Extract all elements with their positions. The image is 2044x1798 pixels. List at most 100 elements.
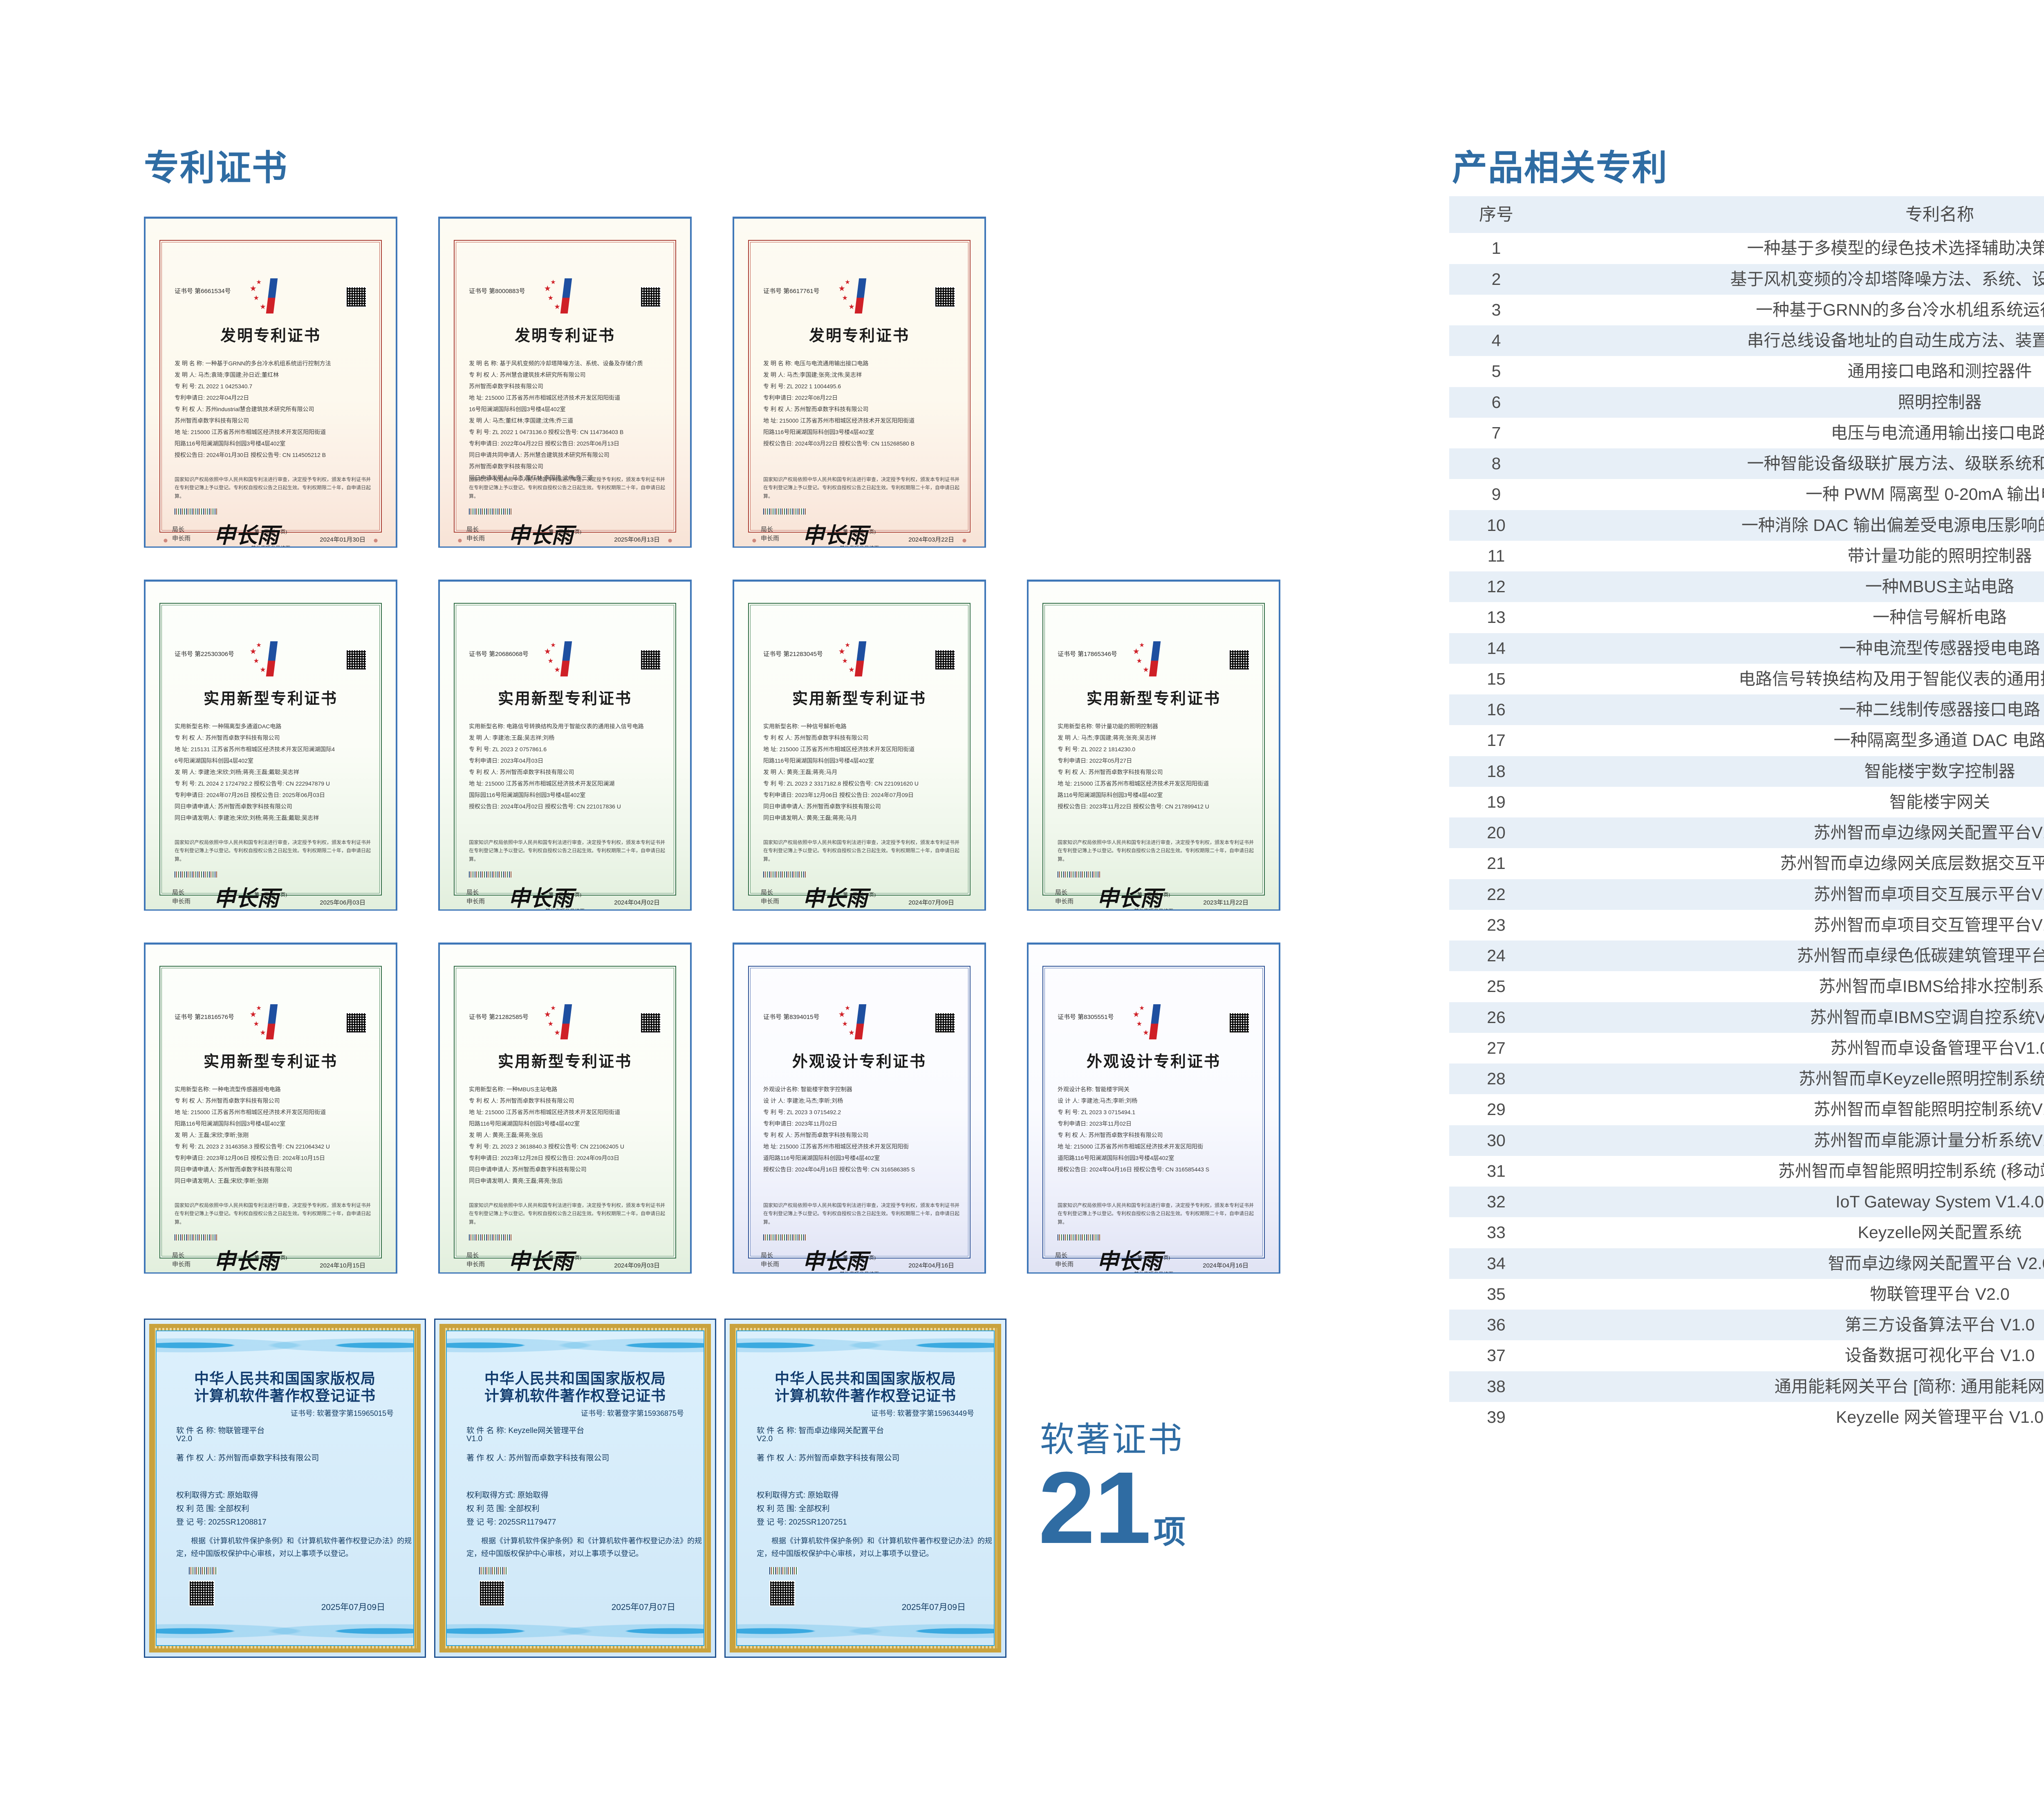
cell-patent-name: 苏州智而卓智能照明控制系统 (移动端) V1.0 xyxy=(1778,1161,2044,1180)
certificate-date: 2024年03月22日 xyxy=(908,536,954,543)
certificate-field: 发 明 人: 李建池;王磊;吴志祥;刘杨 xyxy=(469,734,555,741)
cell-patent-name: 一种二线制传感器接口电路 xyxy=(1839,700,2040,719)
cell-patent-no: 29 xyxy=(1487,1100,1506,1119)
qr-code-icon xyxy=(1229,1012,1250,1033)
cnipa-emblem-icon: ★ ★ ★ ★ xyxy=(836,277,881,315)
certificate-card-software: 中华人民共和国国家版权局 计算机软件著作权登记证书 证书号: 软著登字第159650… xyxy=(144,1319,426,1658)
certificate-field: 授权公告日: 2024年04月16日 授权公告号: CN 316585443 S xyxy=(1058,1166,1210,1173)
certificate-legal-note: 国家知识产权局依照中华人民共和国专利法进行审查，决定授予专利权，颁发本专利证书并… xyxy=(469,840,666,862)
certificate-number: 证书号 第6661534号 xyxy=(175,288,231,295)
cell-patent-name: 智能楼宇网关 xyxy=(1889,792,1990,811)
certificate-field: 阳路116号阳澜湖国际科创园3号楼4层402室 xyxy=(763,757,874,764)
signature-name: 申长雨 xyxy=(172,535,191,542)
certificate-field: 阳路116号阳澜湖国际科创园3号楼4层402室 xyxy=(175,440,286,447)
certificate-field: 外观设计名称: 智能楼宇网关 xyxy=(1058,1086,1130,1093)
table-row: 19智能楼宇网关外观 xyxy=(1449,786,2044,818)
cell-patent-no: 27 xyxy=(1487,1038,1506,1057)
certificate-field: 发 明 人: 王磊;宋欣;李昕;张刚 xyxy=(175,1132,249,1138)
certificate-number: 证书号 第8394015号 xyxy=(763,1014,820,1021)
certificate-field: 专利申请日: 2023年12月06日 授权公告日: 2024年07月09日 xyxy=(763,792,914,798)
cell-patent-no: 14 xyxy=(1487,638,1506,658)
certificate-field: 设 计 人: 李建池;马杰;李昕;刘杨 xyxy=(1058,1097,1138,1104)
certificate-field: 著 作 权 人: 苏州智而卓数字科技有限公司 xyxy=(176,1454,319,1462)
cell-patent-name: IoT Gateway System V1.4.0 xyxy=(1836,1192,2044,1211)
certificate-legal-note: 国家知识产权局依照中华人民共和国专利法进行审查，决定授予专利权，颁发本专利证书并… xyxy=(469,477,666,499)
table-row: 7电压与电流通用输出接口电路发明 xyxy=(1449,417,2044,449)
certificate-legal-note: 国家知识产权局依照中华人民共和国专利法进行审查，决定授予专利权，颁发本专利证书并… xyxy=(469,1202,666,1225)
barcode-icon xyxy=(469,508,512,515)
certificate-card-invention: 证书号 第8000883号 ★ ★ ★ ★ 发明专利证书发 明 名 称: 基于风机变频的冷… xyxy=(438,217,692,548)
cnipa-emblem-icon: ★ ★ ★ ★ xyxy=(1130,1003,1176,1041)
signature-label: 局长 xyxy=(761,526,773,533)
corner-ornament-icon xyxy=(734,517,984,546)
certificate-card-software: 中华人民共和国国家版权局 计算机软件著作权登记证书 证书号: 软著登字第159634… xyxy=(724,1319,1006,1658)
signature-handwriting: 申长雨 xyxy=(214,887,279,911)
certificate-page-note: 第 1 页(共 2 页) xyxy=(1137,892,1170,898)
signature-handwriting: 申长雨 xyxy=(802,524,867,548)
certificate-field: 同日申请发明人: 王磊;宋欣;李昕;张刚 xyxy=(175,1178,269,1184)
certificate-footer-note: 其他事项参见续页 xyxy=(440,907,690,909)
cell-patent-no: 38 xyxy=(1487,1377,1506,1396)
certificate-field: 专 利 号: ZL 2022 1 0425340.7 xyxy=(175,383,253,390)
certificate-legal-note: 国家知识产权局依照中华人民共和国专利法进行审查，决定授予专利权，颁发本专利证书并… xyxy=(763,1202,960,1225)
certificate-gallery: 证书号 第6661534号 ★ ★ ★ ★ 发明专利证书发 明 名 称: 一种基于GRNN… xyxy=(144,217,1280,1658)
cell-patent-no: 37 xyxy=(1487,1346,1506,1365)
table-header-row: 序号 专利名称 专利类型 xyxy=(1449,196,2044,233)
cell-patent-name: 第三方设备算法平台 V1.0 xyxy=(1845,1315,2035,1335)
certificate-number: 证书号 第20686068号 xyxy=(469,651,529,658)
table-row: 28苏州智而卓Keyzelle照明控制系统V1.0软著 xyxy=(1449,1064,2044,1095)
wave-ornament-bottom-icon xyxy=(157,1617,413,1645)
certificate-field: 专 利 权 人: 苏州智而卓数字科技有限公司 xyxy=(763,406,869,412)
qr-code-icon xyxy=(640,649,661,670)
table-row: 21苏州智而卓边缘网关底层数据交互平台V1.0软著 xyxy=(1449,848,2044,879)
certificate-field: 专 利 权 人: 苏州智而卓数字科技有限公司 xyxy=(175,734,280,741)
certificate-field: 发 明 名 称: 电压与电流通用输出接口电路 xyxy=(763,360,869,367)
certificate-date: 2025年07月07日 xyxy=(611,1603,675,1612)
certificate-field: 地 址: 215000 江苏省苏州市相城区经济技术开发区阳阳街道 xyxy=(469,394,621,401)
cell-patent-no: 33 xyxy=(1487,1223,1506,1242)
certificate-note: 根据《计算机软件保护条例》和《计算机软件著作权登记办法》的规定，经中国版权保护中… xyxy=(176,1537,412,1558)
cell-patent-no: 2 xyxy=(1491,269,1501,289)
certificate-field: 专利申请日: 2024年07月26日 授权公告日: 2025年06月03日 xyxy=(175,792,325,798)
signature-name: 申长雨 xyxy=(466,898,485,905)
certificate-heading-line1: 中华人民共和国国家版权局 xyxy=(484,1370,666,1387)
certificate-field: 登 记 号: 2025SR1207251 xyxy=(757,1518,847,1527)
cell-patent-no: 9 xyxy=(1491,485,1501,504)
certificate-footer-note: 其他事项参见续页 xyxy=(1029,1270,1279,1272)
cell-patent-name: 通用接口电路和测控器件 xyxy=(1847,362,2032,381)
table-row: 25苏州智而卓IBMS给排水控制系统软著 xyxy=(1449,971,2044,1002)
table-row: 1一种基于多模型的绿色技术选择辅助决策方法和系统发明 xyxy=(1449,233,2044,264)
certificate-date: 2024年01月30日 xyxy=(320,536,365,543)
table-row: 14一种电流型传感器授电电路实用新型 xyxy=(1449,633,2044,664)
cell-patent-name: 智而卓边缘网关配置平台 V2.0 xyxy=(1828,1254,2044,1273)
certificate-field: 同日申请申请人: 苏州智而卓数字科技有限公司 xyxy=(175,803,292,810)
certificate-field: 实用新型名称: 带计量功能的照明控制器 xyxy=(1058,723,1158,730)
cell-patent-name: 一种信号解析电路 xyxy=(1873,608,2007,627)
qr-code-icon xyxy=(935,1012,955,1033)
cell-patent-name: 电路信号转换结构及用于智能仪表的通用接入信号电路 xyxy=(1739,669,2044,688)
cnipa-emblem-icon: ★ ★ ★ ★ xyxy=(541,277,587,315)
signature-name: 申长雨 xyxy=(466,1261,485,1268)
certificate-card-utility: 证书号 第21282585号 ★ ★ ★ ★ 实用新型专利证书 实用新型名称: 一种MBUS… xyxy=(438,943,692,1274)
decorative-frame xyxy=(1042,603,1265,896)
certificate-footer-note: 其他事项参见续页 xyxy=(1029,907,1279,909)
certificate-card-invention: 证书号 第6661534号 ★ ★ ★ ★ 发明专利证书发 明 名 称: 一种基于GRNN… xyxy=(144,217,397,548)
wave-ornament-bottom-icon xyxy=(447,1617,704,1645)
certificate-field: 发 明 人: 黄亮;王磊;蒋亮;马月 xyxy=(763,769,838,775)
cell-patent-no: 4 xyxy=(1491,331,1501,350)
decorative-frame xyxy=(159,966,382,1259)
decorative-frame xyxy=(159,603,382,896)
certificate-field: 苏州智而卓数字科技有限公司 xyxy=(469,463,543,470)
certificate-field: 同日申请发明人: 黄亮;王磊;蒋亮;马月 xyxy=(763,815,857,821)
certificate-legal-note: 国家知识产权局依照中华人民共和国专利法进行审查，决定授予专利权，颁发本专利证书并… xyxy=(175,1202,371,1225)
certificate-heading: 实用新型专利证书 xyxy=(498,1053,632,1070)
decorative-frame xyxy=(748,603,971,896)
cell-patent-no: 13 xyxy=(1487,608,1506,627)
certificate-field: 专利申请日: 2023年11月02日 xyxy=(1058,1120,1132,1127)
signature-name: 申长雨 xyxy=(466,535,485,542)
certificate-heading: 实用新型专利证书 xyxy=(1086,690,1221,708)
certificate-field: 登 记 号: 2025SR1179477 xyxy=(466,1518,556,1527)
wave-ornament-top-icon xyxy=(737,1331,994,1360)
